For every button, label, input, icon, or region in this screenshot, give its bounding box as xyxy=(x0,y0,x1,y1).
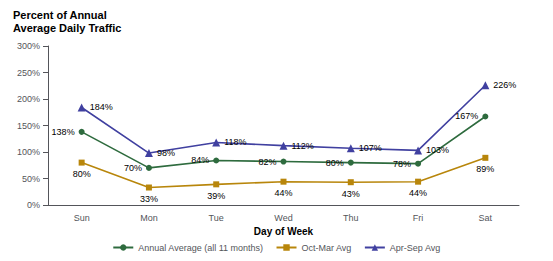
svg-text:50%: 50% xyxy=(22,174,40,184)
svg-text:200%: 200% xyxy=(17,94,40,104)
svg-text:33%: 33% xyxy=(140,194,158,204)
svg-text:103%: 103% xyxy=(426,145,449,155)
svg-text:300%: 300% xyxy=(17,41,40,51)
svg-text:80%: 80% xyxy=(326,158,344,168)
svg-text:Wed: Wed xyxy=(274,213,292,223)
svg-text:89%: 89% xyxy=(476,164,494,174)
svg-text:Thu: Thu xyxy=(343,213,359,223)
svg-text:Percent of Annual: Percent of Annual xyxy=(13,9,107,21)
svg-text:Sat: Sat xyxy=(479,213,493,223)
svg-text:100%: 100% xyxy=(17,147,40,157)
svg-text:107%: 107% xyxy=(359,143,382,153)
svg-text:167%: 167% xyxy=(455,111,478,121)
svg-text:Annual Average (all 11 months): Annual Average (all 11 months) xyxy=(138,243,263,253)
svg-text:80%: 80% xyxy=(73,169,91,179)
svg-text:250%: 250% xyxy=(17,68,40,78)
svg-text:Apr-Sep Avg: Apr-Sep Avg xyxy=(390,243,440,253)
svg-text:44%: 44% xyxy=(274,188,292,198)
svg-text:44%: 44% xyxy=(409,188,427,198)
svg-text:226%: 226% xyxy=(493,80,516,90)
svg-text:98%: 98% xyxy=(157,148,175,158)
svg-text:39%: 39% xyxy=(207,191,225,201)
svg-text:Mon: Mon xyxy=(140,213,158,223)
svg-text:150%: 150% xyxy=(17,121,40,131)
svg-text:Sun: Sun xyxy=(74,213,90,223)
svg-text:Day of Week: Day of Week xyxy=(254,226,314,237)
svg-text:0%: 0% xyxy=(27,200,40,210)
svg-text:43%: 43% xyxy=(342,189,360,199)
svg-text:Oct-Mar Avg: Oct-Mar Avg xyxy=(302,243,352,253)
svg-text:Tue: Tue xyxy=(209,213,224,223)
svg-text:78%: 78% xyxy=(393,159,411,169)
svg-text:Average Daily Traffic: Average Daily Traffic xyxy=(13,22,121,34)
svg-text:Fri: Fri xyxy=(413,213,424,223)
svg-text:138%: 138% xyxy=(52,127,75,137)
svg-text:84%: 84% xyxy=(191,155,209,165)
svg-text:118%: 118% xyxy=(224,137,246,147)
svg-text:82%: 82% xyxy=(258,157,276,167)
svg-text:184%: 184% xyxy=(90,102,113,112)
svg-text:112%: 112% xyxy=(292,141,314,151)
svg-text:70%: 70% xyxy=(124,163,142,173)
